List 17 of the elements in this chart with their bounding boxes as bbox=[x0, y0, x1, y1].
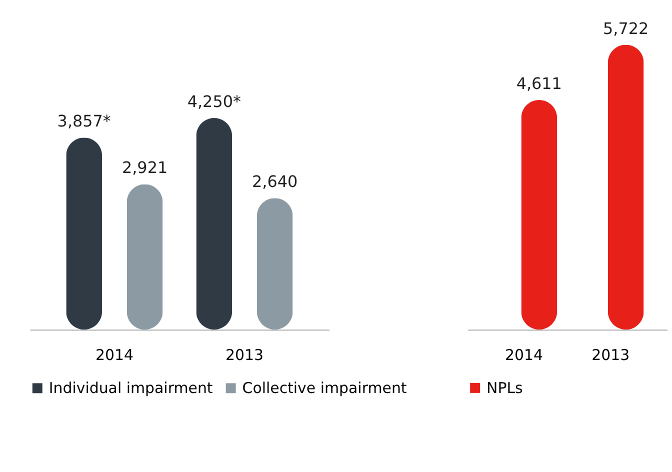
bar bbox=[66, 138, 102, 330]
bar bbox=[196, 118, 232, 330]
data-label: 2,640 bbox=[252, 172, 298, 192]
bar bbox=[126, 184, 163, 330]
x-tick-label: 2014 bbox=[504, 346, 543, 364]
x-tick-label: 2014 bbox=[95, 346, 134, 364]
legend-label: NPLs bbox=[486, 378, 524, 397]
x-tick-label: 2013 bbox=[592, 346, 630, 364]
data-label: 4,611 bbox=[516, 74, 562, 94]
legend-label: Individual impairment bbox=[48, 379, 213, 398]
data-label: 3,857* bbox=[57, 112, 111, 131]
legend-label: Collective impairment bbox=[242, 379, 407, 398]
bar bbox=[256, 198, 293, 330]
data-label: 2,921 bbox=[122, 158, 168, 178]
data-label: 5,722 bbox=[603, 18, 649, 38]
data-label: 4,250* bbox=[187, 92, 241, 112]
x-tick-label: 2013 bbox=[225, 346, 264, 364]
